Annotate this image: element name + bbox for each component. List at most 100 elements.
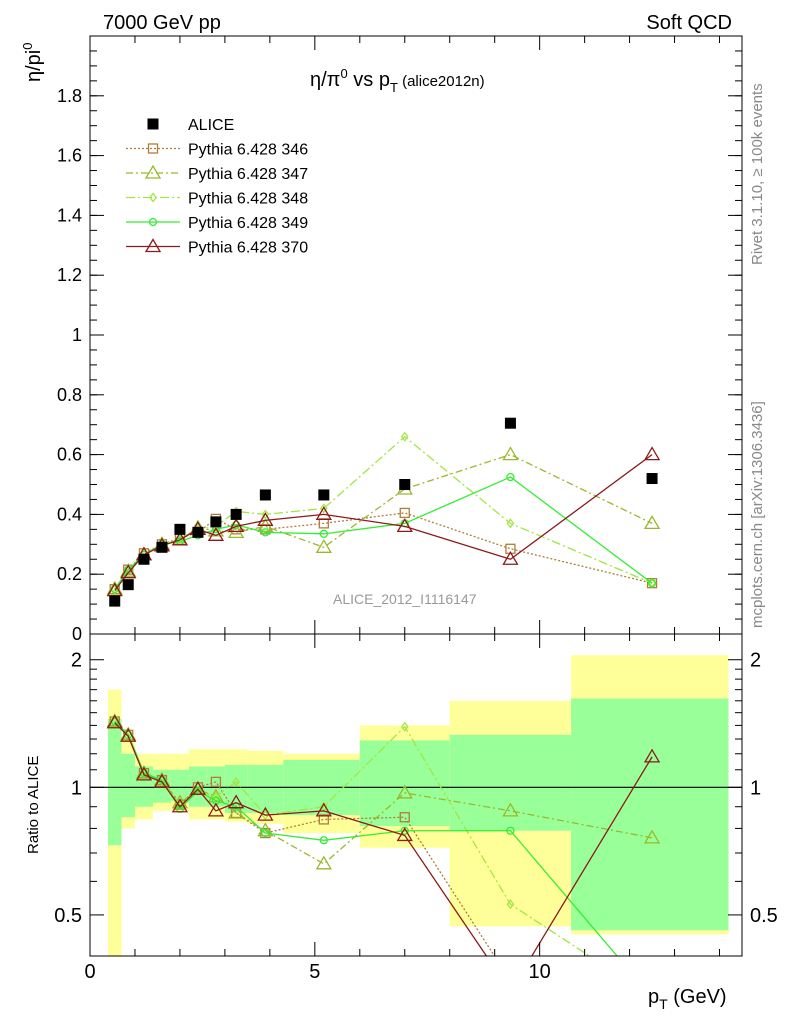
ratio-point-p370 [503, 984, 517, 996]
point-p370 [315, 506, 332, 521]
main-panel: 0 0.2 0.4 0.6 0.8 1 1.2 1.4 1.6 1.8 η/π0 vs pT (a… [20, 35, 743, 644]
point-data [318, 489, 330, 501]
mcplots-label: mcplots.cern.ch [arXiv:1306.3436] [749, 401, 766, 628]
ratio-ytick-label-right: 2 [750, 650, 761, 672]
point-data [122, 579, 134, 591]
ratio-point-p348 [232, 776, 240, 787]
legend-marker-p348 [149, 192, 157, 203]
legend: ALICE Pythia 6.428 346 Pythia 6.428 347 Pyt… [126, 117, 308, 257]
point-p370 [171, 531, 189, 546]
point-p370 [120, 564, 137, 579]
ratio-point-p348 [506, 899, 515, 910]
legend-marker-p346 [147, 143, 159, 154]
point-p370 [257, 512, 274, 527]
ytick-label: 0 [72, 624, 82, 644]
ratio-point-p346 [318, 814, 329, 825]
point-data [504, 417, 516, 429]
ratio-ytick-label: 1 [71, 777, 82, 799]
ytick-label: 1 [72, 325, 82, 345]
point-data [174, 523, 186, 535]
ytick-label: 0.4 [57, 504, 82, 524]
point-data [192, 526, 204, 538]
point-p370 [228, 518, 245, 533]
point-p370 [643, 446, 661, 461]
ratio-point-p347 [643, 829, 661, 844]
ratio-ylabel: Ratio to ALICE [25, 756, 42, 854]
ratio-point-p349 [261, 828, 270, 838]
ratio-point-p346 [506, 976, 515, 985]
legend-label: Pythia 6.428 349 [188, 215, 308, 232]
legend-label: Pythia 6.428 370 [188, 240, 308, 257]
ratio-line-p370 [114, 722, 653, 956]
point-p349 [319, 529, 328, 538]
point-p370 [207, 527, 225, 541]
band-inner [107, 718, 122, 846]
ratio-point-p346 [399, 812, 410, 823]
band-inner [170, 769, 189, 801]
band-inner [247, 764, 284, 813]
main-title: η/π0 vs pT (alice2012n) [310, 66, 485, 95]
ratio-point-p370 [189, 780, 207, 795]
band-inner [449, 734, 572, 831]
point-p347 [502, 446, 519, 461]
ratio-point-p370 [315, 802, 332, 817]
point-p370 [396, 518, 413, 533]
ratio-point-p349 [506, 826, 515, 835]
series-line-p348 [114, 435, 653, 590]
point-p349 [261, 528, 270, 537]
series-line-p347 [114, 453, 653, 590]
ytick-label: 1.8 [57, 86, 82, 106]
header-left: 7000 GeV pp [103, 12, 221, 34]
point-p349 [647, 579, 657, 588]
point-p348 [320, 503, 328, 514]
ratio-frame [89, 633, 743, 957]
ytick-label: 1.4 [57, 205, 82, 225]
legend-marker-p349 [148, 217, 158, 227]
legend-label: Pythia 6.428 347 [188, 166, 308, 183]
ratio-point-p370 [228, 794, 245, 809]
ytick-label: 1.2 [57, 265, 82, 285]
legend-marker-p370 [144, 238, 162, 253]
point-data [230, 508, 242, 520]
point-data [259, 489, 271, 501]
ratio-point-p370 [257, 806, 274, 821]
ratio-point-p347 [228, 804, 245, 819]
ytick-label: 1.6 [57, 146, 82, 166]
ratio-ytick-label: 0.5 [54, 905, 82, 927]
ratio-point-p347 [502, 802, 519, 817]
ratio-ytick-label-right: 0.5 [750, 905, 778, 927]
point-data [646, 473, 658, 485]
point-p348 [261, 509, 270, 520]
legend-marker-p347 [144, 164, 162, 179]
ratio-point-p370 [207, 802, 225, 817]
ratio-point-p370 [396, 827, 413, 842]
band-inner [571, 698, 729, 931]
legend-label: Pythia 6.428 346 [188, 142, 308, 159]
point-p349 [506, 472, 515, 482]
ratio-point-p370 [120, 727, 137, 742]
band-inner [121, 753, 135, 818]
ratio-point-p370 [135, 766, 153, 781]
point-p370 [502, 550, 519, 565]
point-data [109, 595, 121, 607]
legend-label: Pythia 6.428 348 [188, 191, 308, 208]
ratio-point-p346 [210, 776, 222, 788]
ratio-point-p348 [400, 721, 409, 732]
point-data [156, 541, 168, 553]
ratio-point-p347 [396, 784, 413, 799]
band-inner [224, 764, 248, 813]
point-p348 [400, 431, 409, 442]
xtick-label: 10 [529, 961, 551, 983]
ratio-ytick-label-right: 1 [750, 777, 761, 799]
ratio-point-p349 [319, 836, 328, 845]
header-right: Soft QCD [646, 12, 732, 34]
main-ylabel: η/pi0 [20, 43, 45, 82]
rivet-label: Rivet 3.1.10, ≥ 100k events [749, 83, 766, 265]
ratio-point-p347 [315, 855, 332, 870]
ratio-point-p370 [153, 773, 171, 788]
legend-label: ALICE [188, 117, 234, 134]
point-data [399, 479, 411, 490]
ratio-ytick-label: 2 [71, 650, 82, 672]
xtick-label: 0 [84, 961, 95, 983]
